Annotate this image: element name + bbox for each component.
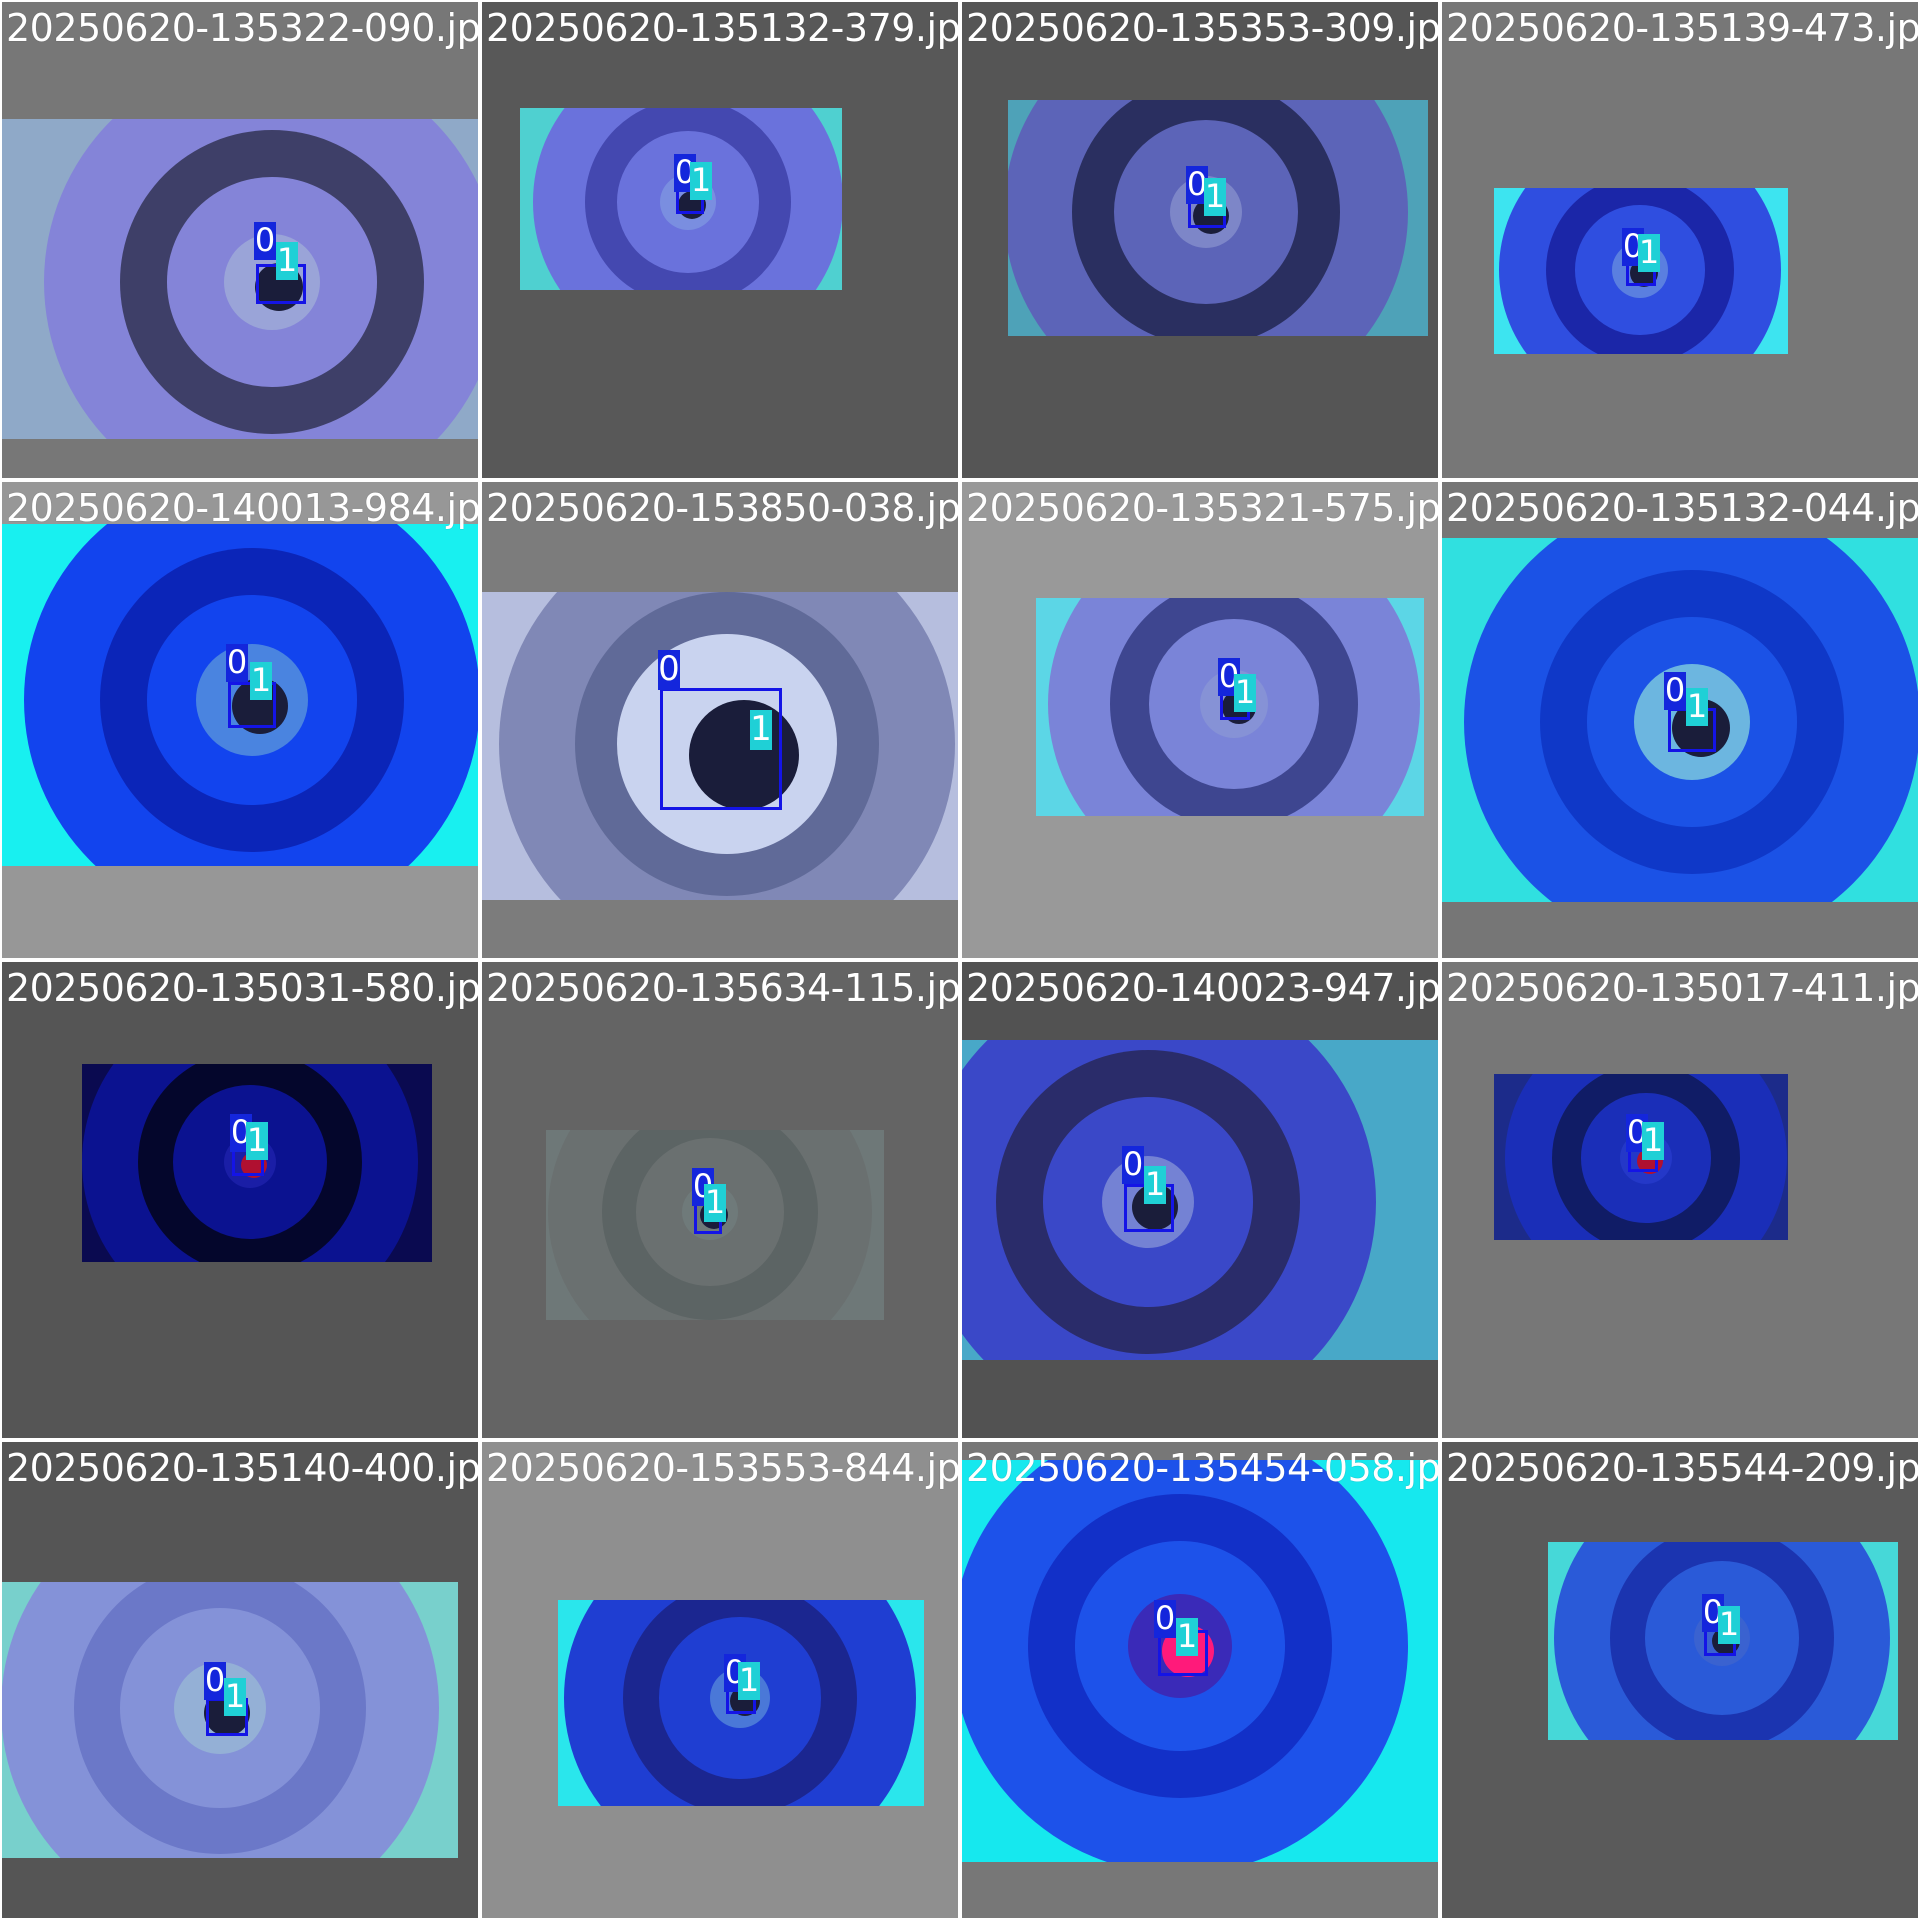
inspection-photo bbox=[1008, 100, 1428, 336]
class-label-0: 0 bbox=[1122, 1145, 1144, 1184]
detection-box bbox=[660, 688, 782, 810]
inspection-photo bbox=[1036, 598, 1424, 816]
mosaic-tile: 0 1 20250620-153850-038.jpg bbox=[482, 482, 958, 958]
class-label-1: 1 bbox=[1718, 1605, 1740, 1644]
tile-filename: 20250620-135353-309.jpg bbox=[966, 6, 1438, 50]
class-label-0: 0 bbox=[254, 221, 276, 260]
class-label-1: 1 bbox=[1144, 1165, 1166, 1204]
mosaic-tile: 0 1 20250620-135321-575.jpg bbox=[962, 482, 1438, 958]
mosaic-tile: 0 1 20250620-135544-209.jpg bbox=[1442, 1442, 1918, 1918]
mosaic-tile: 0 1 20250620-135031-580.jpg bbox=[2, 962, 478, 1438]
tile-filename: 20250620-153553-844.jpg bbox=[486, 1446, 958, 1490]
tile-filename: 20250620-135454-058.jpg bbox=[966, 1446, 1438, 1490]
class-label-1: 1 bbox=[276, 241, 298, 280]
class-label-1: 1 bbox=[1686, 687, 1708, 726]
inspection-photo bbox=[520, 108, 842, 290]
tile-filename: 20250620-135139-473.jpg bbox=[1446, 6, 1918, 50]
mosaic-tile: 0 1 20250620-135454-058.jpg bbox=[962, 1442, 1438, 1918]
mosaic-tile: 0 1 20250620-135132-044.jpg bbox=[1442, 482, 1918, 958]
mosaic-tile: 0 1 20250620-135353-309.jpg bbox=[962, 2, 1438, 478]
mosaic-tile: 0 1 20250620-135140-400.jpg bbox=[2, 1442, 478, 1918]
class-label-1: 1 bbox=[224, 1677, 246, 1716]
tile-filename: 20250620-135031-580.jpg bbox=[6, 966, 478, 1010]
inspection-photo bbox=[546, 1130, 884, 1320]
mosaic-tile: 0 1 20250620-135132-379.jpg bbox=[482, 2, 958, 478]
tile-filename: 20250620-135017-411.jpg bbox=[1446, 966, 1918, 1010]
class-label-1: 1 bbox=[1176, 1617, 1198, 1656]
mosaic-tile: 0 1 20250620-135634-115.jpg bbox=[482, 962, 958, 1438]
class-label-0: 0 bbox=[1186, 165, 1208, 204]
tile-filename: 20250620-153850-038.jpg bbox=[486, 486, 958, 530]
class-label-1: 1 bbox=[750, 709, 772, 750]
tile-filename: 20250620-135321-575.jpg bbox=[966, 486, 1438, 530]
class-label-0: 0 bbox=[1154, 1599, 1176, 1638]
mosaic-tile: 0 1 20250620-135139-473.jpg bbox=[1442, 2, 1918, 478]
inspection-photo bbox=[2, 524, 478, 866]
inspection-photo bbox=[2, 119, 478, 439]
tile-filename: 20250620-135140-400.jpg bbox=[6, 1446, 478, 1490]
class-label-0: 0 bbox=[658, 649, 680, 690]
mosaic-tile: 0 1 20250620-135322-090.jpg bbox=[2, 2, 478, 478]
tile-filename: 20250620-135132-379.jpg bbox=[486, 6, 958, 50]
inspection-photo bbox=[482, 592, 958, 900]
inspection-photo bbox=[82, 1064, 432, 1262]
class-label-1: 1 bbox=[1642, 1121, 1664, 1160]
class-label-0: 0 bbox=[204, 1661, 226, 1700]
class-label-1: 1 bbox=[1638, 233, 1660, 272]
class-label-1: 1 bbox=[704, 1183, 726, 1222]
mosaic-tile: 0 1 20250620-140023-947.jpg bbox=[962, 962, 1438, 1438]
class-label-1: 1 bbox=[1204, 177, 1226, 216]
tile-filename: 20250620-135634-115.jpg bbox=[486, 966, 958, 1010]
tile-filename: 20250620-140013-984.jpg bbox=[6, 486, 478, 530]
mosaic-tile: 0 1 20250620-140013-984.jpg bbox=[2, 482, 478, 958]
class-label-1: 1 bbox=[690, 161, 712, 200]
class-label-1: 1 bbox=[1234, 673, 1256, 712]
inspection-photo bbox=[2, 1582, 458, 1858]
mosaic-tile: 0 1 20250620-135017-411.jpg bbox=[1442, 962, 1918, 1438]
mosaic-tile: 0 1 20250620-153553-844.jpg bbox=[482, 1442, 958, 1918]
inspection-photo bbox=[1548, 1542, 1898, 1740]
inspection-photo bbox=[558, 1600, 924, 1806]
class-label-1: 1 bbox=[250, 661, 272, 700]
tile-filename: 20250620-135544-209.jpg bbox=[1446, 1446, 1918, 1490]
inspection-photo bbox=[962, 1460, 1438, 1862]
tile-filename: 20250620-135132-044.jpg bbox=[1446, 486, 1918, 530]
tile-filename: 20250620-140023-947.jpg bbox=[966, 966, 1438, 1010]
inspection-photo bbox=[962, 1040, 1438, 1360]
class-label-0: 0 bbox=[1664, 671, 1686, 710]
class-label-0: 0 bbox=[226, 643, 248, 682]
tile-filename: 20250620-135322-090.jpg bbox=[6, 6, 478, 50]
class-label-1: 1 bbox=[738, 1661, 760, 1700]
class-label-1: 1 bbox=[246, 1121, 268, 1160]
